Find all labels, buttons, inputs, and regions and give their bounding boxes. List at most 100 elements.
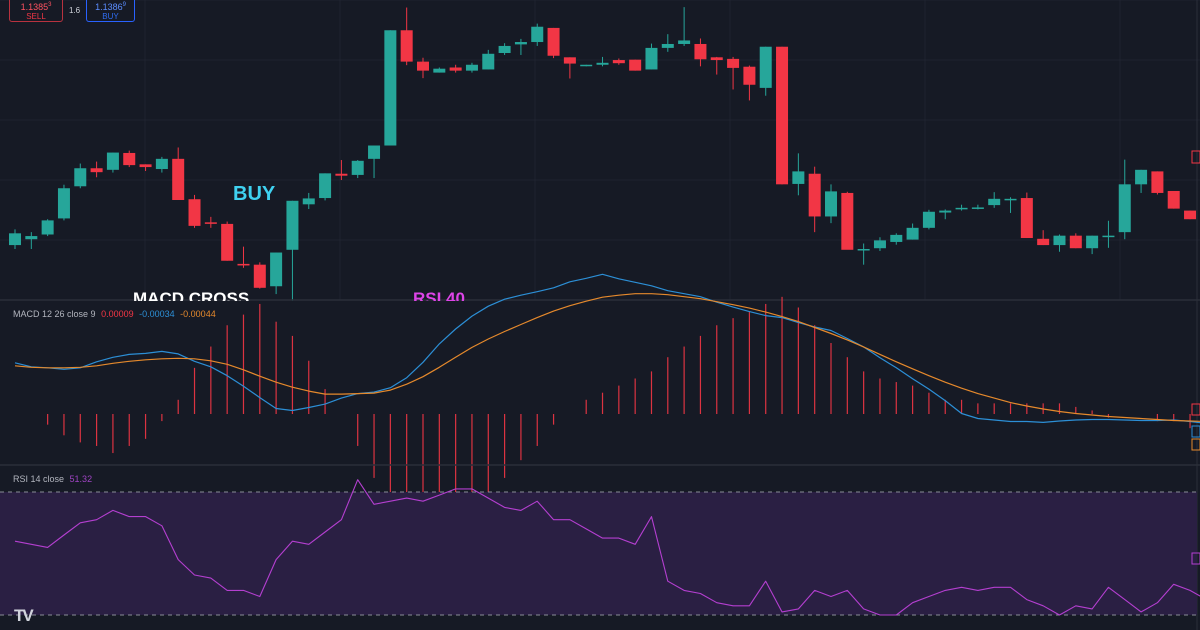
candle-up <box>106 152 119 170</box>
candle-down <box>188 199 201 226</box>
rsi-pane[interactable] <box>0 479 1200 621</box>
candle-up <box>155 158 168 170</box>
rsi-legend[interactable]: RSI 14 close 51.32 <box>13 474 92 484</box>
candle-up <box>433 68 446 73</box>
candle-down <box>400 30 413 62</box>
candle-down <box>123 152 136 166</box>
candle-down <box>808 173 821 217</box>
rsi-marker <box>1191 552 1200 565</box>
rsi-legend-title: RSI 14 close <box>13 474 65 484</box>
candle-up <box>319 173 332 199</box>
candle-down <box>172 158 185 200</box>
candle-down <box>335 173 348 176</box>
candle-up <box>661 43 674 48</box>
candle-down <box>1020 198 1033 239</box>
macd-legend[interactable]: MACD 12 26 close 9 0.00009 -0.00034 -0.0… <box>13 309 216 319</box>
histogram-marker <box>1191 403 1200 416</box>
candle-down <box>1184 210 1197 220</box>
candle-up <box>596 62 609 65</box>
candle-up <box>41 220 54 235</box>
candle-up <box>645 47 658 70</box>
candle-up <box>1118 184 1131 233</box>
candle-up <box>302 198 315 205</box>
candle-down <box>694 43 707 60</box>
sell-button[interactable]: 1.13853 SELL <box>9 0 63 22</box>
rsi-value: 51.32 <box>69 474 93 484</box>
candle-up <box>873 240 886 249</box>
buy-price: 1.13869 <box>95 2 126 12</box>
candle-up <box>988 198 1001 206</box>
candle-down <box>1069 235 1082 249</box>
candle-down <box>90 168 103 173</box>
candle-up <box>1004 198 1017 201</box>
macd-cross-label: MACD CROSS <box>133 289 250 308</box>
tradingview-logo[interactable]: TV <box>14 606 34 625</box>
macd-histogram-value: 0.00009 <box>101 309 134 319</box>
macd-signal-line <box>14 293 1200 422</box>
candle-down <box>417 61 429 71</box>
candle-down <box>237 263 250 266</box>
sell-price: 1.13853 <box>20 2 52 12</box>
candle-up <box>1086 235 1099 249</box>
price-pane[interactable] <box>9 7 1200 319</box>
candle-up <box>1053 235 1066 246</box>
macd-marker <box>1191 425 1200 438</box>
buy-signal-label: BUY <box>233 183 276 205</box>
buy-button[interactable]: 1.13869 BUY <box>86 0 135 22</box>
candle-up <box>286 200 299 250</box>
candle-up <box>971 207 984 209</box>
rsi-line <box>14 479 1200 616</box>
candle-up <box>825 191 837 217</box>
candle-up <box>384 30 397 146</box>
candle-down <box>253 264 266 288</box>
candle-down <box>563 57 576 64</box>
macd-line-value: -0.00034 <box>139 309 175 319</box>
candle-up <box>955 207 968 210</box>
candle-down <box>612 60 625 64</box>
candle-up <box>465 64 478 71</box>
candle-up <box>1102 235 1115 238</box>
candle-up <box>939 210 952 213</box>
candle-up <box>1135 169 1148 185</box>
candle-up <box>482 53 495 70</box>
candle-down <box>547 27 560 56</box>
candle-up <box>857 249 870 251</box>
candle-down <box>1037 238 1050 246</box>
macd-line <box>14 273 1200 424</box>
rsi-signal-label: RSI 40 <box>413 289 465 308</box>
candle-up <box>906 227 919 240</box>
candle-up <box>57 188 70 219</box>
candle-up <box>498 45 511 53</box>
price-scale-markers <box>1191 150 1200 565</box>
spread-value: 1.6 <box>69 6 81 15</box>
candle-down <box>449 67 462 71</box>
candle-down <box>204 222 217 224</box>
candle-up <box>9 233 21 246</box>
candle-up <box>792 171 805 184</box>
candle-down <box>743 66 756 85</box>
candle-down <box>776 46 789 185</box>
candle-up <box>351 160 364 175</box>
candle-up <box>890 234 903 242</box>
buy-label: BUY <box>102 12 119 21</box>
candle-up <box>531 26 544 43</box>
candle-down <box>1151 171 1164 193</box>
candle-up <box>270 252 283 287</box>
rsi-band-area <box>0 492 1197 615</box>
macd-signal-value: -0.00044 <box>180 309 216 319</box>
candle-up <box>514 42 527 45</box>
candle-up <box>580 64 593 67</box>
sell-label: SELL <box>26 12 46 21</box>
candle-down <box>139 164 152 168</box>
macd-legend-title: MACD 12 26 close 9 <box>13 309 96 319</box>
candle-down <box>727 58 740 68</box>
candle-down <box>710 57 723 61</box>
candle-down <box>629 59 642 71</box>
signal-marker <box>1191 438 1200 451</box>
candle-up <box>368 145 381 159</box>
candle-down <box>841 192 854 250</box>
candle-up <box>678 40 691 44</box>
